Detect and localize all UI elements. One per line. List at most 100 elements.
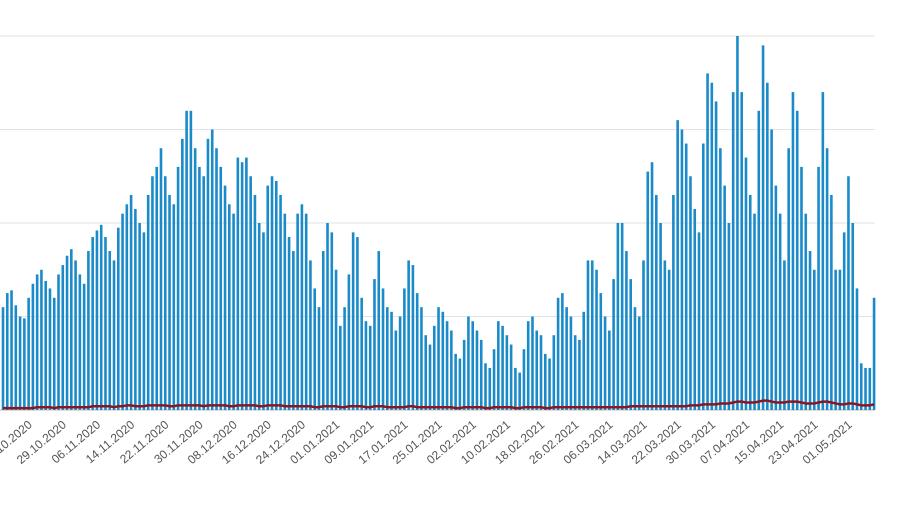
bar bbox=[441, 311, 445, 410]
bar bbox=[360, 297, 363, 410]
bar bbox=[676, 120, 679, 411]
bar bbox=[770, 129, 773, 410]
bar bbox=[539, 335, 543, 410]
bar bbox=[590, 260, 594, 410]
bar bbox=[364, 321, 368, 410]
bar bbox=[458, 358, 462, 410]
bar bbox=[740, 92, 744, 410]
bar bbox=[287, 237, 291, 410]
bar bbox=[283, 213, 287, 410]
bar bbox=[437, 307, 440, 410]
bar bbox=[223, 185, 227, 410]
bar bbox=[74, 260, 77, 410]
bar bbox=[531, 316, 534, 410]
bar bbox=[236, 157, 240, 410]
bar bbox=[232, 213, 235, 410]
bar bbox=[159, 148, 163, 410]
bar bbox=[168, 194, 171, 410]
bar bbox=[181, 138, 184, 410]
bar bbox=[454, 353, 457, 410]
bar bbox=[274, 180, 278, 410]
bar bbox=[240, 162, 244, 410]
bar bbox=[484, 363, 487, 410]
bar bbox=[608, 330, 611, 410]
bar bbox=[800, 166, 803, 410]
bar bbox=[125, 204, 129, 410]
bar bbox=[14, 305, 18, 410]
bar bbox=[411, 265, 415, 410]
bar bbox=[445, 321, 449, 410]
bar bbox=[479, 339, 483, 410]
bar bbox=[31, 283, 35, 410]
bar bbox=[783, 260, 786, 410]
bar bbox=[279, 194, 282, 410]
bar bbox=[851, 223, 855, 410]
bar bbox=[91, 237, 94, 410]
bar bbox=[497, 321, 500, 410]
bar bbox=[629, 279, 632, 410]
bar bbox=[185, 110, 188, 411]
bar bbox=[723, 185, 726, 410]
bar bbox=[842, 232, 846, 410]
bar bbox=[578, 339, 581, 410]
bar bbox=[701, 143, 705, 410]
bar bbox=[693, 208, 697, 410]
bar bbox=[99, 224, 103, 410]
bar bbox=[138, 223, 141, 410]
bar bbox=[44, 280, 47, 410]
bar bbox=[561, 293, 564, 410]
bar bbox=[377, 251, 381, 410]
bar bbox=[501, 325, 504, 410]
bar bbox=[766, 82, 769, 410]
bar bbox=[872, 297, 876, 410]
bar bbox=[543, 353, 547, 410]
bar bbox=[189, 110, 193, 411]
bar bbox=[300, 204, 304, 410]
bar bbox=[432, 325, 436, 410]
bar bbox=[522, 349, 526, 410]
bar bbox=[48, 288, 52, 410]
bar bbox=[330, 232, 334, 410]
bar bbox=[680, 129, 684, 410]
bar bbox=[586, 260, 590, 410]
bar bbox=[795, 110, 799, 411]
bar bbox=[719, 148, 722, 410]
bar bbox=[40, 269, 43, 410]
bar bbox=[18, 316, 22, 410]
bar bbox=[23, 318, 26, 410]
bar bbox=[642, 260, 645, 410]
bar bbox=[791, 92, 795, 410]
bar bbox=[565, 307, 568, 410]
bar bbox=[689, 176, 692, 410]
bar bbox=[129, 194, 133, 410]
bar bbox=[142, 232, 146, 410]
bar bbox=[744, 157, 748, 410]
bar bbox=[95, 230, 99, 410]
bar bbox=[868, 367, 872, 410]
bar bbox=[710, 82, 714, 410]
bar bbox=[339, 325, 342, 410]
bar bbox=[757, 110, 761, 411]
bar bbox=[761, 45, 765, 410]
bar bbox=[176, 166, 180, 410]
bar bbox=[706, 73, 709, 411]
bar bbox=[386, 307, 389, 410]
bar bbox=[450, 330, 453, 410]
bar bbox=[603, 316, 607, 410]
bar bbox=[714, 101, 718, 410]
bar bbox=[52, 297, 56, 410]
bar bbox=[104, 237, 107, 410]
bar bbox=[834, 269, 837, 410]
bar bbox=[684, 143, 688, 410]
bar bbox=[78, 274, 82, 410]
bar bbox=[569, 316, 573, 410]
bar bbox=[313, 288, 317, 410]
bar bbox=[193, 148, 197, 410]
bar bbox=[808, 251, 812, 410]
bar bbox=[697, 232, 701, 410]
bar bbox=[304, 213, 308, 410]
bar bbox=[650, 162, 654, 410]
bar bbox=[646, 171, 650, 410]
bar bbox=[134, 208, 137, 410]
